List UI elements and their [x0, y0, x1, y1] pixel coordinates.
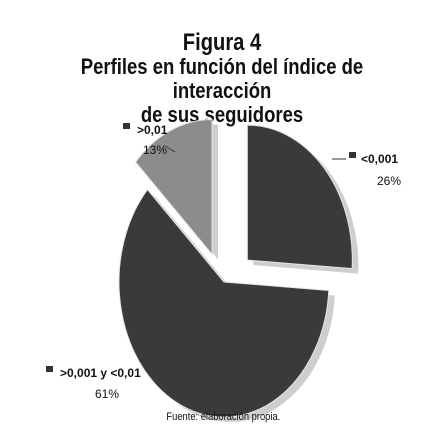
legend-marker — [123, 123, 130, 129]
pie-slice — [134, 118, 213, 256]
leader-line — [164, 145, 176, 153]
pie-slice — [118, 188, 330, 418]
legend-marker — [349, 152, 356, 158]
slice-label: >0,01 — [137, 123, 168, 137]
slice-value-label: 61% — [95, 387, 119, 401]
pie-slice — [246, 124, 353, 270]
slice-value-label: 26% — [377, 174, 401, 188]
slice-label: <0,001 — [361, 152, 398, 166]
chart-title-line-2: de sus seguidores — [140, 102, 304, 127]
legend-marker — [46, 366, 53, 372]
source-note: Fuente: elaboración propia. — [166, 411, 281, 423]
slice-value-label: 13% — [143, 143, 167, 157]
chart-title: Perfiles en función del índice de intera… — [36, 55, 409, 127]
chart-title-line-1: Perfiles en función del índice de intera… — [80, 54, 364, 103]
slice-label: >0,001 y <0,01 — [60, 366, 141, 380]
figure-label: Figura 4 — [182, 29, 262, 56]
